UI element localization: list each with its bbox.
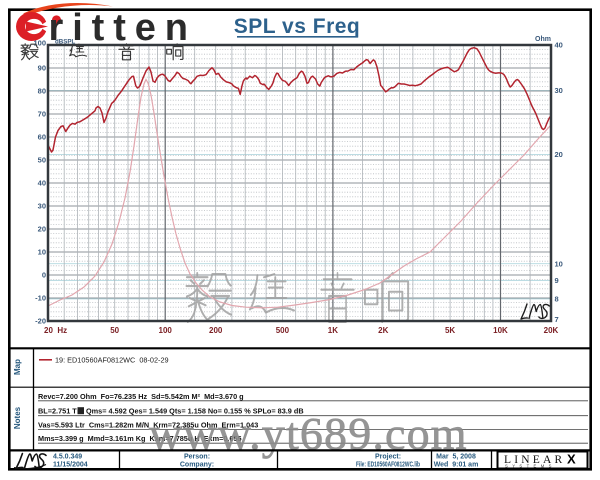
svg-text:10: 10 xyxy=(38,248,46,257)
svg-text:-10: -10 xyxy=(35,294,46,303)
svg-text:8: 8 xyxy=(555,295,559,304)
svg-text:20 Hz: 20 Hz xyxy=(44,326,67,335)
svg-text:Revc=7.200 Ohm Fo=76.235 Hz: Revc=7.200 Ohm Fo=76.235 Hz Sd=5.542m M²… xyxy=(38,392,244,401)
svg-text:30: 30 xyxy=(38,202,46,211)
svg-text:30: 30 xyxy=(555,86,563,95)
svg-text:50: 50 xyxy=(38,156,46,165)
svg-text:100: 100 xyxy=(159,326,173,335)
svg-text:50: 50 xyxy=(110,326,119,335)
svg-text:LINEAR: LINEAR xyxy=(504,454,565,466)
svg-text:Person:: Person: xyxy=(184,454,210,461)
svg-text:1K: 1K xyxy=(328,326,338,335)
svg-text:2K: 2K xyxy=(378,326,388,335)
svg-text:100: 100 xyxy=(33,39,46,48)
svg-text:dBSPL: dBSPL xyxy=(55,39,76,46)
svg-text:4.5.0.349: 4.5.0.349 xyxy=(53,454,82,461)
svg-text:11/15/2004: 11/15/2004 xyxy=(53,462,88,469)
svg-text:5K: 5K xyxy=(445,326,455,335)
svg-text:500: 500 xyxy=(276,326,290,335)
svg-text:40: 40 xyxy=(555,41,563,50)
svg-text:Qms= 4.592 Qes= 1.549 Qts= 1.1: Qms= 4.592 Qes= 1.549 Qts= 1.158 No= 0.1… xyxy=(86,407,304,416)
svg-text:File: ED10560AF0812WC.lib: File: ED10560AF0812WC.lib xyxy=(356,462,420,469)
svg-text:Mms=3.399 g Mmd=3.161m Kg Kx: Mms=3.399 g Mmd=3.161m Kg Kxm=7.785u H E… xyxy=(38,434,242,443)
svg-text:20: 20 xyxy=(555,150,563,159)
svg-text:Vas=5.593 Ltr Cms=1.282m M/N: Vas=5.593 Ltr Cms=1.282m M/N Krm=72.385u… xyxy=(38,420,258,429)
svg-text:19: ED10560AF0812WC 08-02-29: 19: ED10560AF0812WC 08-02-29 xyxy=(55,356,169,365)
svg-text:60: 60 xyxy=(38,133,46,142)
svg-text:-20: -20 xyxy=(35,317,46,326)
svg-text:40: 40 xyxy=(38,179,46,188)
svg-text:Mar 5, 2008: Mar 5, 2008 xyxy=(436,454,476,461)
svg-text:20: 20 xyxy=(38,225,46,234)
svg-text:Notes: Notes xyxy=(13,406,22,429)
svg-text:0: 0 xyxy=(42,271,46,280)
svg-text:ritten: ritten xyxy=(49,7,197,49)
svg-text:Wed 9:01 am: Wed 9:01 am xyxy=(434,462,479,469)
svg-text:20K: 20K xyxy=(544,326,559,335)
svg-text:Company:: Company: xyxy=(180,462,214,469)
svg-text:9: 9 xyxy=(555,276,559,285)
svg-text:SYSTEMS: SYSTEMS xyxy=(505,464,556,469)
svg-text:Project:: Project: xyxy=(375,454,401,461)
svg-text:10K: 10K xyxy=(493,326,508,335)
svg-text:10: 10 xyxy=(555,259,563,268)
svg-text:Map: Map xyxy=(13,359,22,375)
svg-text:X: X xyxy=(567,452,576,467)
svg-text:200: 200 xyxy=(209,326,223,335)
svg-text:70: 70 xyxy=(38,110,46,119)
svg-text:7: 7 xyxy=(555,315,559,324)
svg-text:SPL vs Freq: SPL vs Freq xyxy=(234,15,361,38)
svg-text:80: 80 xyxy=(38,87,46,96)
svg-text:Ohm: Ohm xyxy=(535,36,551,43)
svg-text:90: 90 xyxy=(38,64,46,73)
svg-text:BL=2.751 T: BL=2.751 T xyxy=(38,407,77,416)
